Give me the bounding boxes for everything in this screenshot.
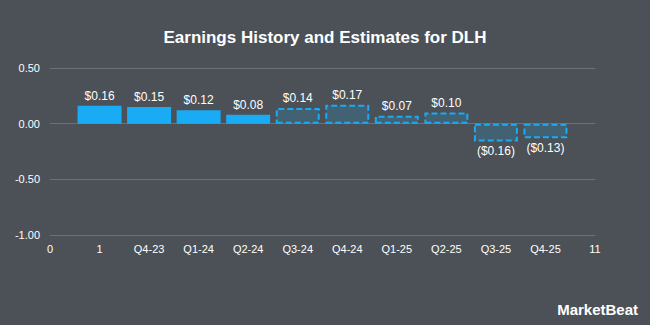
svg-text:11: 11 (589, 243, 600, 255)
svg-text:Q4-25: Q4-25 (530, 243, 561, 255)
svg-text:($0.16): ($0.16) (477, 144, 515, 158)
svg-text:Q1-25: Q1-25 (382, 243, 413, 255)
svg-text:0.00: 0.00 (19, 118, 40, 130)
svg-text:$0.15: $0.15 (134, 90, 164, 104)
svg-text:$0.08: $0.08 (233, 98, 263, 112)
svg-text:0: 0 (47, 243, 53, 255)
svg-text:Q2-25: Q2-25 (431, 243, 462, 255)
svg-text:Earnings History and Estimates: Earnings History and Estimates for DLH (163, 28, 486, 47)
svg-text:Q1-24: Q1-24 (183, 243, 214, 255)
svg-text:($0.13): ($0.13) (526, 141, 564, 155)
svg-text:1: 1 (96, 243, 102, 255)
svg-text:$0.14: $0.14 (283, 91, 313, 105)
svg-text:Q4-24: Q4-24 (332, 243, 363, 255)
svg-text:Q3-24: Q3-24 (282, 243, 313, 255)
svg-text:$0.07: $0.07 (382, 99, 412, 113)
svg-text:-1.00: -1.00 (15, 229, 40, 241)
svg-text:Q3-25: Q3-25 (481, 243, 512, 255)
svg-text:0.50: 0.50 (19, 62, 40, 74)
svg-text:$0.12: $0.12 (184, 93, 214, 107)
svg-text:$0.16: $0.16 (85, 89, 115, 103)
svg-text:$0.10: $0.10 (431, 96, 461, 110)
svg-text:MarketBeat: MarketBeat (557, 301, 638, 318)
svg-text:Q4-23: Q4-23 (134, 243, 165, 255)
svg-text:Q2-24: Q2-24 (233, 243, 264, 255)
svg-text:-0.50: -0.50 (15, 173, 40, 185)
svg-text:$0.17: $0.17 (332, 88, 362, 102)
